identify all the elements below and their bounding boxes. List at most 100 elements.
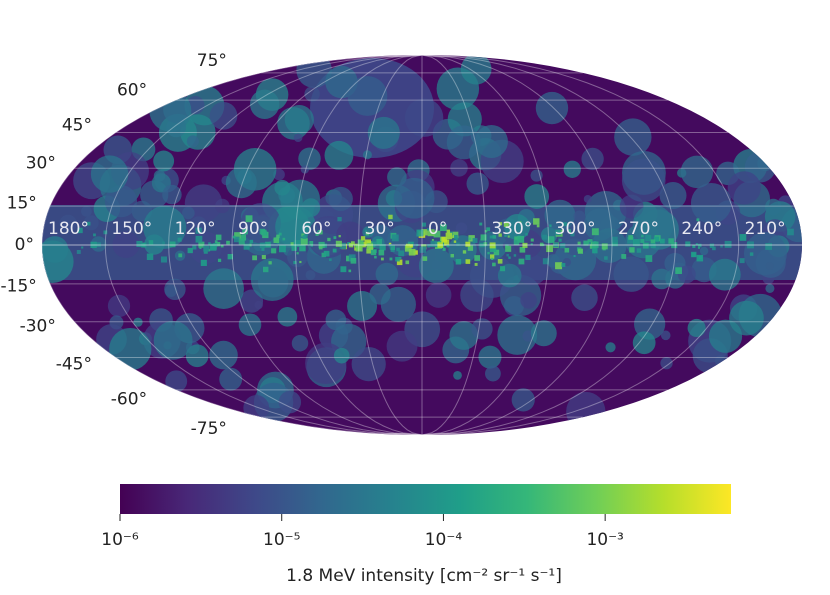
emission-blob — [215, 198, 230, 214]
emission-spot — [146, 253, 154, 261]
emission-spot — [378, 249, 385, 256]
emission-spot — [497, 258, 503, 264]
emission-spot — [483, 242, 488, 246]
emission-spot — [514, 236, 519, 241]
emission-spot — [456, 242, 460, 246]
emission-spot — [525, 254, 531, 261]
emission-spot — [364, 229, 368, 232]
emission-spot — [591, 228, 599, 236]
emission-spot — [199, 246, 202, 249]
emission-spot — [276, 234, 280, 239]
emission-spot — [248, 243, 252, 247]
emission-spot — [195, 227, 202, 234]
emission-blob — [328, 186, 353, 212]
emission-spot — [668, 238, 674, 244]
latitude-label: 45° — [62, 115, 92, 135]
emission-blob — [729, 300, 764, 336]
emission-spot — [321, 252, 327, 258]
emission-spot — [650, 239, 656, 244]
emission-spot — [215, 241, 221, 247]
emission-blob — [59, 214, 77, 233]
emission-blob — [83, 215, 99, 231]
emission-spot — [227, 253, 233, 260]
emission-spot — [558, 238, 562, 242]
emission-spot — [695, 243, 698, 246]
emission-spot — [530, 243, 533, 246]
emission-spot — [376, 238, 383, 245]
emission-blob — [404, 98, 444, 137]
emission-spot — [611, 240, 618, 247]
latitude-label: 30° — [26, 153, 56, 173]
emission-blob — [225, 167, 257, 199]
emission-spot — [365, 231, 370, 236]
emission-spot — [484, 230, 488, 233]
emission-spot — [232, 235, 236, 239]
emission-spot — [261, 242, 266, 248]
emission-spot — [318, 230, 323, 235]
emission-spot — [140, 242, 146, 248]
emission-spot — [217, 258, 222, 262]
emission-spot — [318, 241, 325, 249]
emission-spot — [178, 253, 183, 258]
emission-spot — [339, 242, 346, 250]
emission-blob — [680, 155, 714, 189]
emission-spot — [685, 241, 691, 247]
emission-blob — [460, 278, 494, 312]
emission-spot — [203, 245, 210, 252]
emission-blob — [466, 172, 489, 195]
emission-blob — [90, 155, 129, 193]
emission-spot — [555, 229, 561, 236]
emission-spot — [389, 244, 392, 247]
emission-spot — [136, 240, 143, 247]
emission-blob — [305, 270, 316, 280]
emission-spot — [261, 229, 267, 236]
emission-spot — [93, 233, 96, 237]
emission-spot — [261, 247, 265, 251]
emission-spot — [262, 266, 269, 273]
emission-blob — [743, 232, 787, 276]
emission-spot — [187, 247, 193, 254]
longitude-label: 270° — [618, 219, 659, 239]
emission-blob — [497, 315, 538, 355]
emission-blob — [530, 169, 543, 182]
emission-spot — [453, 234, 458, 239]
emission-blob — [530, 320, 557, 347]
longitude-line — [421, 55, 676, 435]
emission-spot — [508, 256, 511, 259]
emission-blob — [677, 265, 696, 284]
emission-spot — [479, 222, 483, 226]
emission-spot — [245, 215, 253, 223]
emission-blob — [520, 292, 537, 309]
emission-spot — [399, 256, 402, 259]
emission-spot — [749, 252, 754, 256]
emission-spot — [76, 250, 81, 254]
emission-blob — [369, 283, 391, 305]
emission-blob — [42, 236, 69, 263]
emission-blob — [446, 125, 481, 160]
emission-blob — [81, 205, 92, 217]
emission-spot — [525, 233, 528, 236]
emission-spot — [396, 247, 400, 252]
emission-blob — [660, 356, 673, 370]
emission-spot — [433, 230, 441, 238]
latitude-label: 0° — [15, 235, 34, 255]
emission-spot — [177, 237, 182, 242]
emission-blob — [425, 282, 452, 308]
emission-blob — [699, 246, 709, 256]
emission-spot — [332, 248, 337, 253]
emission-spot — [628, 235, 633, 240]
emission-spot — [347, 242, 351, 246]
emission-spot — [573, 255, 576, 258]
emission-spot — [426, 228, 430, 231]
emission-blob — [185, 344, 209, 368]
emission-blob — [333, 347, 350, 364]
longitude-label: 300° — [555, 219, 596, 239]
emission-spot — [252, 255, 258, 261]
emission-spot — [621, 254, 627, 259]
emission-spot — [370, 249, 377, 256]
emission-spot — [278, 232, 282, 236]
emission-blob — [164, 278, 186, 301]
emission-spot — [640, 238, 645, 243]
emission-spot — [220, 244, 224, 248]
emission-spot — [632, 239, 640, 246]
